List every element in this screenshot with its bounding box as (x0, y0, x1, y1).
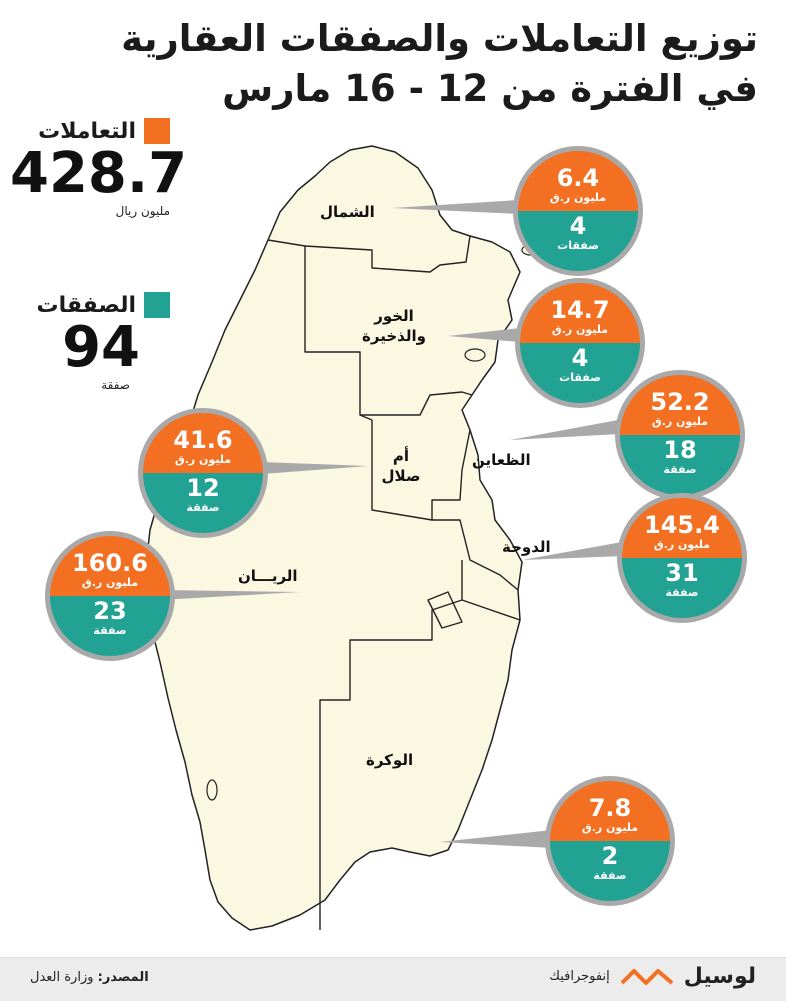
source-value: وزارة العدل (30, 970, 94, 985)
leader-line-doha (522, 542, 624, 560)
bubble-deals-unit: صفقة (663, 463, 697, 476)
bubble-umm-salal: 41.6 مليون ر.ق 12 صفقة (138, 408, 268, 538)
summary-deals: الصفقات 94 صفقة (10, 292, 170, 392)
bubble-value-unit: مليون ر.ق (549, 191, 607, 204)
footer: المصدر: وزارة العدل لوسيل إنفوجرافيك (0, 957, 786, 1001)
bubble-deals: 4 (571, 344, 589, 372)
bubble-deals-unit: صفقات (559, 371, 601, 384)
bubble-deals-unit: صفقة (665, 586, 699, 599)
bubble-value-unit: مليون ر.ق (81, 576, 139, 589)
bubble-value: 14.7 (550, 296, 610, 324)
bubble-rayyan: 160.6 مليون ر.ق 23 صفقة (45, 531, 175, 661)
brand-zigzag-icon (620, 968, 673, 985)
bubble-value: 7.8 (588, 794, 632, 822)
bubble-daayen: 52.2 مليون ر.ق 18 صفقة (615, 370, 745, 500)
island (464, 348, 486, 362)
transactions-value: 428.7 (10, 141, 188, 206)
leader-lines (160, 200, 624, 848)
bubble-value-unit: مليون ر.ق (651, 415, 709, 428)
deals-unit: صفقة (101, 378, 130, 392)
brand: لوسيل إنفوجرافيك (549, 964, 756, 989)
brand-logo: لوسيل (683, 964, 756, 989)
bubble-deals: 18 (663, 436, 697, 464)
region-label-rayyan: الريـــان (238, 567, 298, 585)
region-label-umm-salal: أم صلال (381, 447, 421, 485)
bubble-deals-unit: صفقات (557, 239, 599, 252)
bubble-value-unit: مليون ر.ق (174, 453, 232, 466)
bubble-value: 52.2 (650, 388, 710, 416)
bubble-doha: 145.4 مليون ر.ق 31 صفقة (617, 493, 747, 623)
title-line-2: في الفترة من 12 - 16 مارس (222, 67, 758, 110)
orange-legend-square (144, 118, 170, 144)
bubble-value: 160.6 (72, 549, 148, 577)
bubble-wakra: 7.8 مليون ر.ق 2 صفقة (545, 776, 675, 906)
qatar-outline (145, 145, 523, 931)
source-credit: المصدر: وزارة العدل (30, 970, 149, 985)
region-label-khor: الخور والذخيرة (362, 307, 426, 345)
region-label-daayen: الظعاين (472, 451, 531, 469)
leader-line-shamal (392, 200, 520, 214)
municipality-borders (267, 235, 521, 930)
transactions-label: التعاملات (38, 118, 136, 144)
leader-line-umm-salal (262, 462, 368, 474)
source-label: المصدر: (97, 970, 149, 985)
deals-value: 94 (62, 315, 140, 380)
bubble-deals: 12 (186, 474, 220, 502)
bubble-deals: 23 (93, 597, 127, 625)
leader-line-khor (448, 328, 520, 342)
bubble-value-unit: مليون ر.ق (551, 323, 609, 336)
teal-legend-square (144, 292, 170, 318)
bubble-khor: 14.7 مليون ر.ق 4 صفقات (515, 278, 645, 408)
bubble-value-unit: مليون ر.ق (581, 821, 639, 834)
title-line-1: توزيع التعاملات والصفقات العقارية (121, 17, 758, 60)
bubble-deals-unit: صفقة (186, 501, 220, 514)
bubble-deals-unit: صفقة (593, 869, 627, 882)
island (206, 779, 218, 801)
bubble-value: 6.4 (556, 164, 600, 192)
infographic-title: توزيع التعاملات والصفقات العقارية في الف… (121, 14, 758, 114)
region-label-doha: الدوحة (502, 538, 551, 556)
bubble-deals: 4 (569, 212, 587, 240)
deals-label: الصفقات (36, 292, 136, 318)
infographic-tag: إنفوجرافيك (549, 969, 610, 984)
summary-transactions: التعاملات 428.7 مليون ريال (10, 118, 188, 218)
bubble-value: 145.4 (644, 511, 720, 539)
bubble-value-unit: مليون ر.ق (653, 538, 711, 551)
region-label-wakra: الوكرة (366, 751, 414, 769)
leader-line-rayyan (160, 590, 300, 600)
bubble-value: 41.6 (173, 426, 233, 454)
bubble-deals: 31 (665, 559, 699, 587)
bubble-deals-unit: صفقة (93, 624, 127, 637)
leader-line-wakra (440, 830, 552, 848)
region-label-shamal: الشمال (320, 203, 375, 221)
transactions-unit: مليون ريال (115, 204, 170, 218)
bubble-deals: 2 (601, 842, 619, 870)
leader-line-daayen (510, 420, 620, 440)
bubble-shamal: 6.4 مليون ر.ق 4 صفقات (513, 146, 643, 276)
